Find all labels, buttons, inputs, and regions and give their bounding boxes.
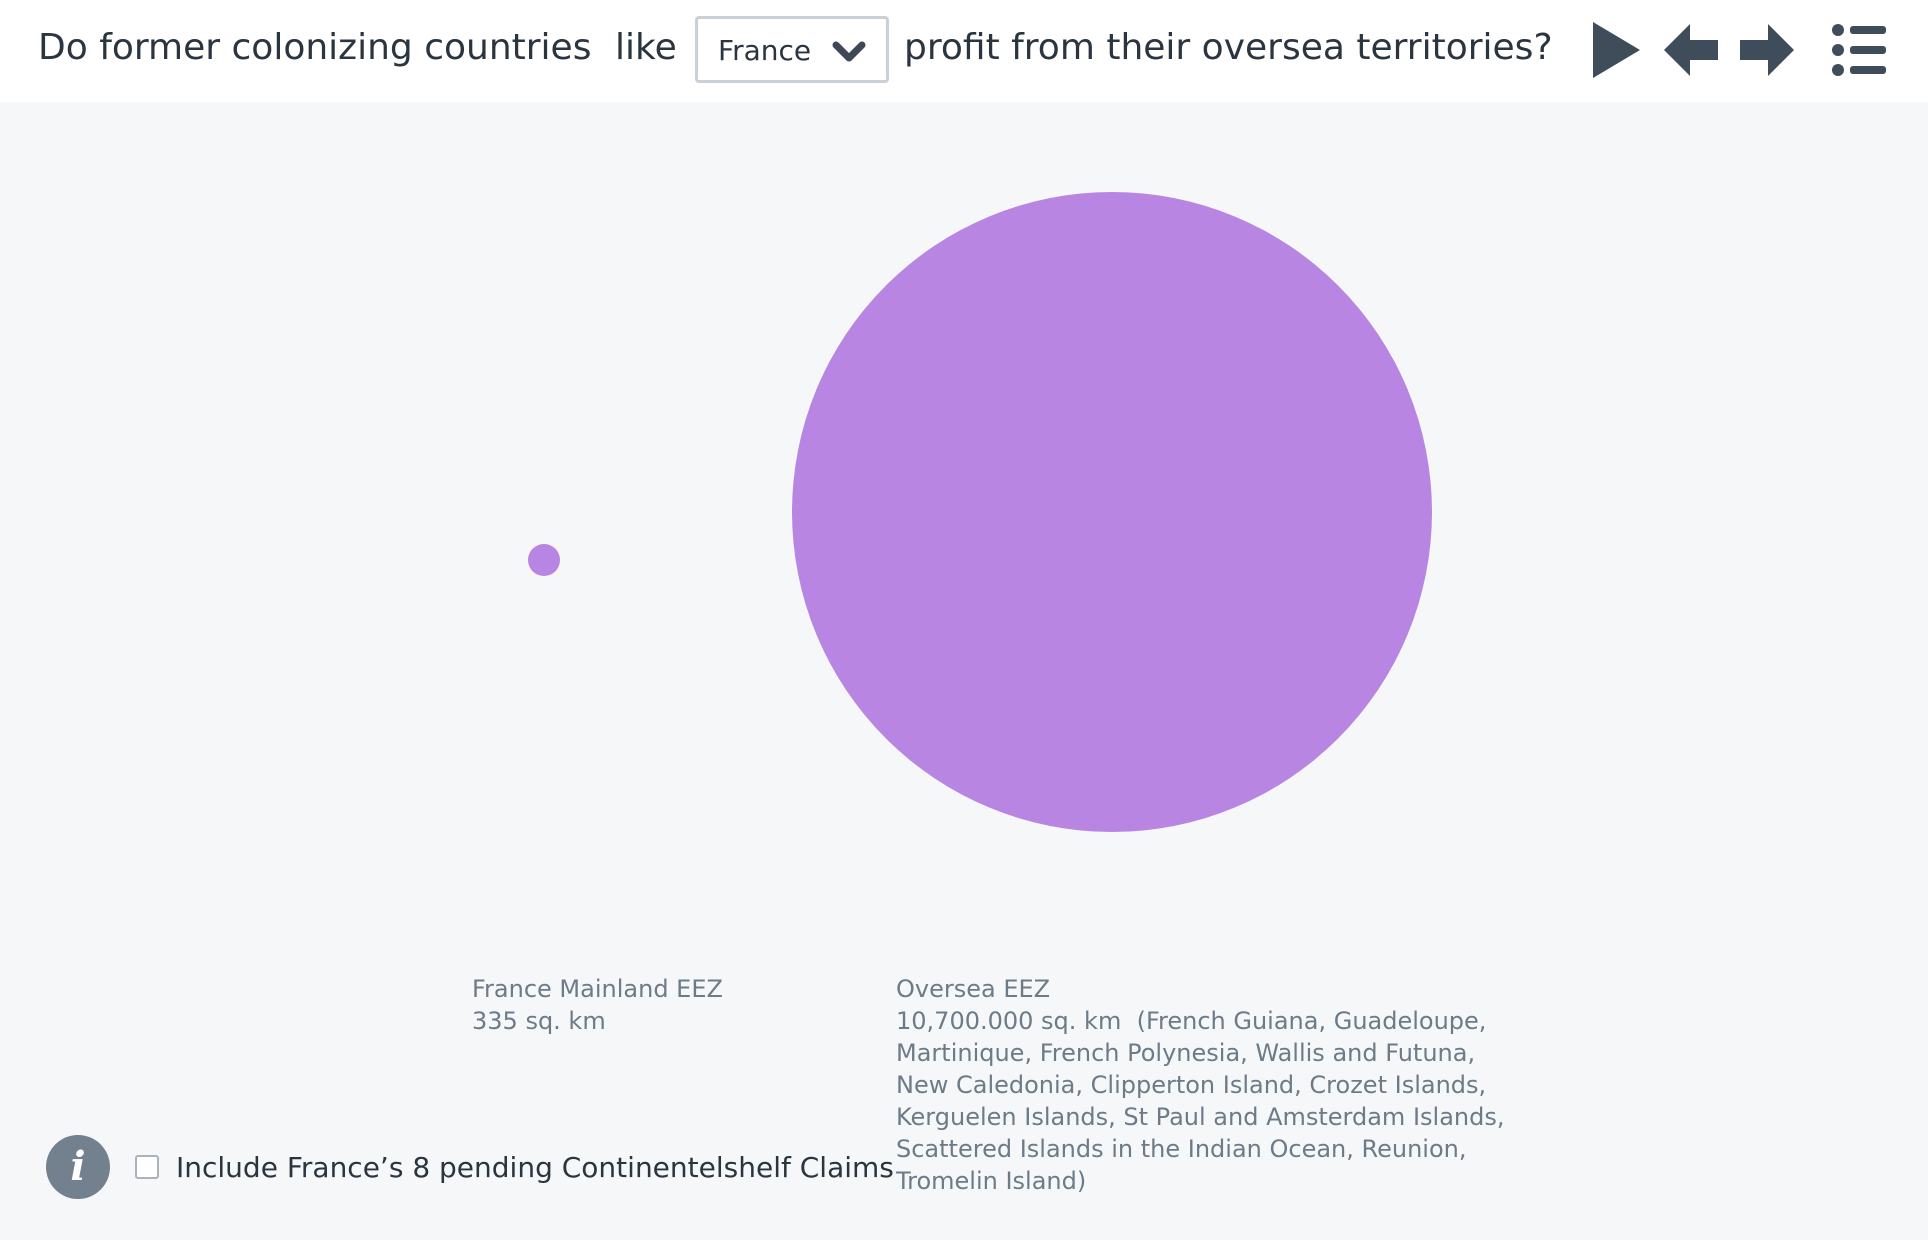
continental-shelf-checkbox-label[interactable]: Include France’s 8 pending Continentelsh… [176, 1151, 894, 1184]
mainland-eez-name: France Mainland EEZ [472, 975, 723, 1003]
arrow-right-icon[interactable] [1738, 20, 1796, 80]
country-select-value: France [718, 34, 812, 67]
question-text-part2: profit from their oversea territories? [904, 27, 1553, 68]
question-text-like: like [615, 27, 677, 68]
mainland-eez-value: 335 sq. km [472, 1007, 606, 1035]
continental-shelf-checkbox[interactable] [135, 1155, 159, 1179]
question-text-part1: Do former colonizing countries [38, 27, 592, 68]
oversea-eez-description: 10,700.000 sq. km (French Guiana, Guadel… [896, 1005, 1516, 1197]
country-select[interactable]: France [695, 16, 889, 83]
oversea-eez-label: Oversea EEZ 10,700.000 sq. km (French Gu… [896, 973, 1516, 1197]
mainland-eez-bubble [528, 544, 560, 576]
oversea-eez-name: Oversea EEZ [896, 975, 1051, 1003]
top-bar: Do former colonizing countries like Fran… [0, 0, 1928, 102]
oversea-eez-bubble [792, 192, 1432, 832]
info-icon[interactable]: i [46, 1135, 110, 1199]
arrow-left-icon[interactable] [1662, 20, 1720, 80]
bubble-chart: France Mainland EEZ 335 sq. km Oversea E… [0, 102, 1928, 1195]
list-icon[interactable] [1830, 20, 1888, 80]
oversea-eez-value: 10,700.000 sq. km [896, 1007, 1122, 1035]
bubble-chart-canvas [528, 192, 1432, 832]
oversea-eez-territories: (French Guiana, Guadeloupe, Martinique, … [896, 1007, 1505, 1195]
chevron-down-icon [832, 41, 866, 62]
play-icon[interactable] [1590, 20, 1642, 80]
mainland-eez-label: France Mainland EEZ 335 sq. km [472, 973, 802, 1037]
